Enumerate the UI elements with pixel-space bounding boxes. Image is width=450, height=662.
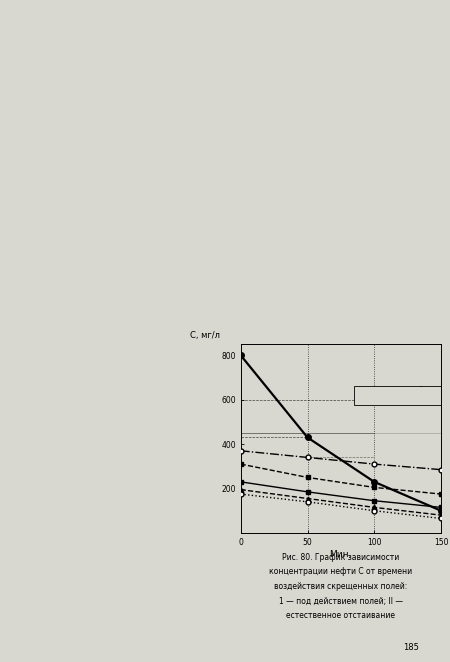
Text: 2: 2 (418, 397, 423, 405)
Text: Рис. 80. График зависимости: Рис. 80. График зависимости (282, 553, 400, 562)
Bar (354, 387, 448, 405)
Text: концентрации нефти С от времени: концентрации нефти С от времени (269, 567, 413, 577)
Text: естественное отстаивание: естественное отстаивание (286, 611, 396, 620)
Y-axis label: C, мг/л: C, мг/л (190, 332, 220, 340)
Text: 185: 185 (403, 643, 418, 652)
Text: воздействия скрещенных полей:: воздействия скрещенных полей: (274, 582, 408, 591)
Text: 1: 1 (418, 387, 423, 395)
Text: 1 — под действием полей; II —: 1 — под действием полей; II — (279, 596, 403, 606)
X-axis label: Мин.: Мин. (329, 549, 352, 559)
